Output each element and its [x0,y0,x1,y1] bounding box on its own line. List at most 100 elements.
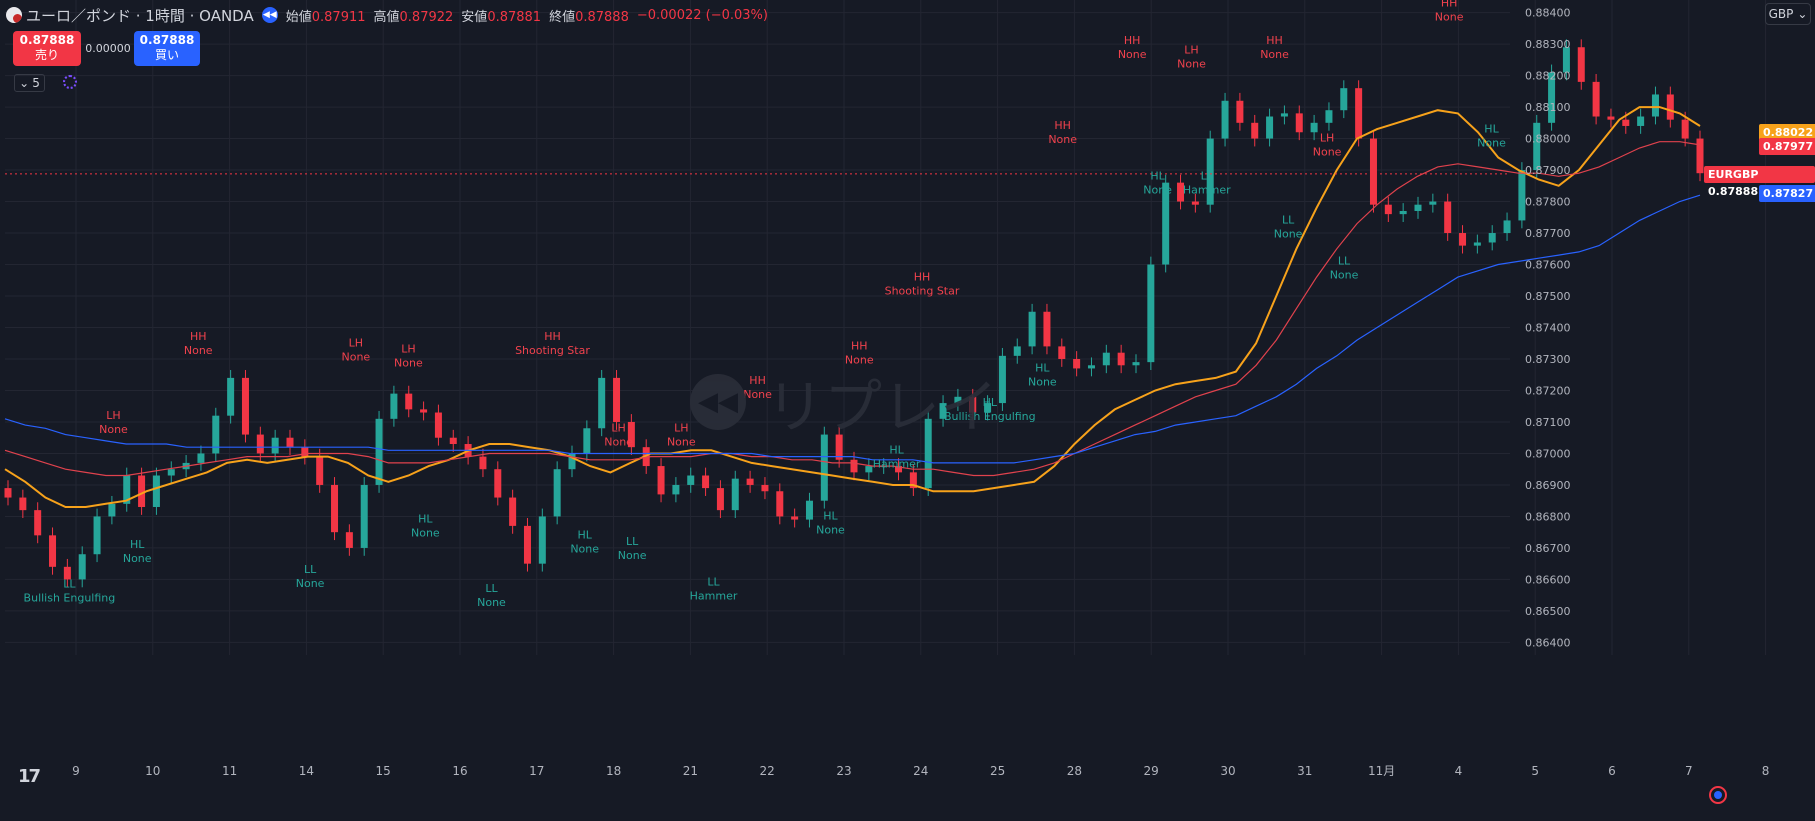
pattern-label-text: None [184,344,213,357]
pattern-label-text: None [477,596,506,609]
ohlc-high: 高値0.87922 [374,6,454,25]
pattern-label-text: HL [577,528,592,541]
candle [256,426,264,462]
candle [197,445,205,471]
candle [152,467,160,515]
pattern-label-text: None [123,552,152,565]
candle [390,385,398,427]
pattern-label-text: LH [106,409,120,422]
candle [494,461,502,506]
pattern-label-text: LL [626,535,639,548]
candle [1384,196,1392,223]
price-tick-label: 0.88400 [1525,7,1571,20]
candle [583,420,591,462]
candle [1473,234,1481,254]
price-axis[interactable]: 0.86400 0.86500 0.86600 0.86700 0.86800 0.869… [1525,7,1571,650]
candle [716,480,724,519]
pattern-label-text: None [618,549,647,562]
candle [1399,203,1407,223]
candle [4,480,12,506]
candle [434,404,442,446]
pattern-label-text: LL [1338,255,1351,268]
grid-lines [5,0,1767,655]
candle [1429,193,1437,213]
candle [791,508,799,528]
candle [1087,357,1095,377]
pattern-label-text: None [667,435,696,448]
symbol-title[interactable]: ユーロ／ポンド · 1時間 · OANDA [26,6,254,25]
pattern-label-text: LH [401,343,415,356]
replay-watermark: ◀◀ リプレイ [690,360,998,444]
pattern-label-text: HH [914,270,931,283]
ema-price-tag: 0.87827 [1759,185,1815,203]
candle [1280,105,1288,125]
candle [1592,74,1600,125]
candle [227,370,235,424]
pattern-label-text: Hammer [690,590,738,603]
chart-settings-icon[interactable] [1709,786,1727,804]
pattern-label-text: HH [1266,34,1283,47]
low-label: 安値 [461,9,488,25]
candle [1637,108,1645,134]
pattern-label-text: None [570,542,599,555]
candle [1147,256,1155,371]
pattern-label-text: HH [544,330,561,343]
pattern-label-text: HL [983,396,998,409]
high-value: 0.87922 [399,9,454,25]
pattern-label-text: HH [1124,34,1141,47]
candle [1503,212,1511,241]
buy-button[interactable]: 0.87888 買い [134,31,200,66]
candle [509,489,517,534]
candles [4,39,1704,588]
candle [1132,354,1140,374]
pattern-label-text: HH [190,330,207,343]
close-label: 終値 [549,9,576,25]
time-tick-label: 15 [376,764,391,778]
candle [1191,193,1199,213]
candle [1666,86,1674,128]
time-tick-label: 11 [222,764,237,778]
candle [1251,114,1259,147]
candle [316,448,324,493]
candle [123,467,131,512]
time-tick-label: 21 [683,764,698,778]
ema-price-tag: 0.88022 [1759,123,1815,141]
currency-select[interactable]: GBP ⌄ [1765,3,1811,25]
candle [538,508,546,572]
pattern-label-text: None [1435,10,1464,23]
candle [627,414,635,456]
candle [1459,225,1467,254]
pattern-label-text: HH [1441,0,1458,9]
pattern-label-text: None [1143,183,1172,196]
candle [1444,193,1452,241]
rewind-icon: ◀◀ [690,374,746,430]
rewind-icon[interactable]: ◀◀ [261,7,278,23]
buy-price: 0.87888 [139,33,195,47]
price-tick-label: 0.87100 [1525,416,1571,429]
candle [746,470,754,493]
sell-label: 売り [34,48,59,62]
candle [598,370,606,437]
candle [687,467,695,493]
sell-button[interactable]: 0.87888 売り [13,31,81,66]
ohlc-close: 終値0.87888 [549,6,629,25]
time-axis[interactable]: 9 10 11 14 15 16 17 18 21 22 23 24 25 28 29 30 31 11月 4 5 6 7… [72,764,1769,778]
candle [1236,92,1244,131]
price-tick-label: 0.88100 [1525,101,1571,114]
candle [1369,130,1377,213]
candle [78,546,86,588]
indicators-toggle[interactable]: ⌄ 5 [14,74,45,92]
